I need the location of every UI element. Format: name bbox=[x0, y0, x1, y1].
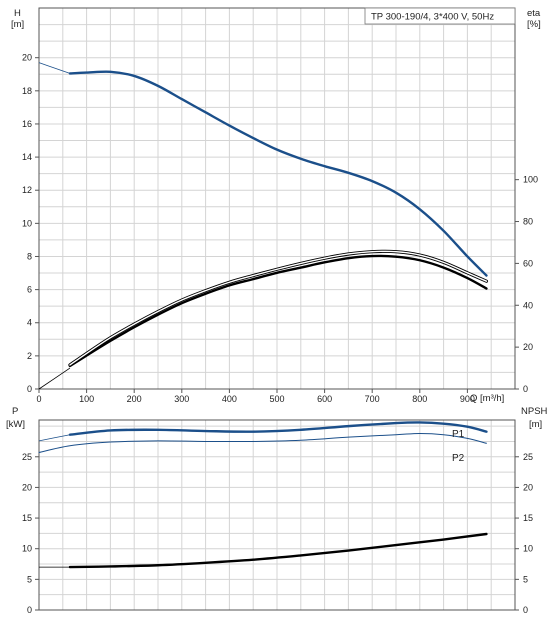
bottom-right-axis-label-1: NPSH bbox=[521, 406, 548, 417]
y-tick-label-left: 12 bbox=[22, 185, 32, 195]
y-tick-label-right: 0 bbox=[523, 605, 528, 615]
y-tick-label-right: 20 bbox=[523, 482, 533, 492]
p1-extension bbox=[38, 434, 71, 442]
x-tick-label: 800 bbox=[412, 394, 427, 404]
y-tick-label-left: 20 bbox=[22, 482, 32, 492]
bottom-left-axis-label-1: P bbox=[12, 406, 18, 417]
head-efficiency-panel: 0 100 200 300 400 500 600 700 800 900 02468101214… bbox=[11, 7, 541, 404]
bottom-right-axis-label-2: [m] bbox=[529, 419, 542, 430]
bottom-y-ticks-right: 0 5 10 15 20 25 bbox=[515, 452, 533, 615]
bottom-grid bbox=[39, 420, 515, 610]
y-tick-label-right: 60 bbox=[523, 258, 533, 268]
y-tick-label-left: 8 bbox=[27, 251, 32, 261]
y-tick-label-left: 10 bbox=[22, 544, 32, 554]
top-series-2-curve bbox=[69, 250, 488, 366]
top-left-axis-label-2: [m] bbox=[11, 19, 24, 30]
bottom-series-2-curve bbox=[68, 532, 488, 569]
x-tick-label: 900 bbox=[460, 394, 475, 404]
y-tick-label-left: 2 bbox=[27, 351, 32, 361]
y-tick-label-left: 0 bbox=[27, 605, 32, 615]
x-tick-label: 500 bbox=[269, 394, 284, 404]
top-series-0-curve bbox=[68, 70, 488, 277]
y-tick-label-left: 0 bbox=[27, 384, 32, 394]
y-tick-label-right: 0 bbox=[523, 384, 528, 394]
top-series-1-curve bbox=[68, 254, 488, 368]
chart-title-box bbox=[364, 7, 516, 25]
y-tick-label-left: 14 bbox=[22, 152, 32, 162]
top-series-1-extension bbox=[38, 367, 71, 390]
y-tick-label-right: 100 bbox=[523, 175, 538, 185]
top-right-axis-label-1: eta bbox=[527, 8, 541, 19]
p1-curve bbox=[68, 421, 488, 436]
y-tick-label-right: 5 bbox=[523, 574, 528, 584]
chart-title: TP 300-190/4, 3*400 V, 50Hz bbox=[371, 12, 494, 23]
top-y-ticks-right: 0 20 40 60 80 100 bbox=[515, 175, 538, 394]
y-tick-label-left: 20 bbox=[22, 53, 32, 63]
x-axis-label: Q [m³/h] bbox=[470, 393, 504, 404]
top-x-ticks: 0 100 200 300 400 500 600 700 800 900 bbox=[36, 389, 475, 404]
top-curves bbox=[38, 62, 489, 390]
y-tick-label-right: 25 bbox=[523, 452, 533, 462]
bottom-y-ticks-left: 0 5 10 15 20 25 bbox=[22, 452, 39, 615]
y-tick-label-left: 4 bbox=[27, 318, 32, 328]
top-left-axis-label-1: H bbox=[14, 8, 21, 19]
y-tick-label-left: 18 bbox=[22, 86, 32, 96]
top-right-axis-label-2: [%] bbox=[527, 19, 541, 30]
y-tick-label-right: 15 bbox=[523, 513, 533, 523]
legend-p2: P2 bbox=[452, 453, 465, 464]
y-tick-label-right: 80 bbox=[523, 217, 533, 227]
x-tick-label: 400 bbox=[222, 394, 237, 404]
bottom-plot-frame bbox=[38, 419, 516, 611]
y-tick-label-left: 25 bbox=[22, 452, 32, 462]
legend-p1: P1 bbox=[452, 429, 465, 440]
x-tick-label: 600 bbox=[317, 394, 332, 404]
x-tick-label: 100 bbox=[79, 394, 94, 404]
y-tick-label-left: 6 bbox=[27, 285, 32, 295]
top-grid bbox=[39, 8, 515, 389]
y-tick-label-left: 5 bbox=[27, 574, 32, 584]
bottom-left-axis-label-2: [kW] bbox=[6, 419, 25, 430]
power-npsh-panel: 0 5 10 15 20 25 0 5 10 15 20 25 P [kW] NPSH [m] P1… bbox=[6, 406, 548, 615]
y-tick-label-right: 20 bbox=[523, 342, 533, 352]
y-tick-label-left: 10 bbox=[22, 218, 32, 228]
x-tick-label: 0 bbox=[36, 394, 41, 404]
y-tick-label-right: 40 bbox=[523, 300, 533, 310]
x-tick-label: 200 bbox=[127, 394, 142, 404]
y-tick-label-left: 16 bbox=[22, 119, 32, 129]
top-y-ticks-left: 0 2 4 6 8 10 12 14 16 18 20 bbox=[22, 53, 39, 394]
x-tick-label: 300 bbox=[174, 394, 189, 404]
x-tick-label: 700 bbox=[365, 394, 380, 404]
p2-curve bbox=[38, 432, 487, 453]
bottom-curves bbox=[38, 421, 488, 569]
top-series-0-extension bbox=[38, 62, 71, 74]
y-tick-label-left: 15 bbox=[22, 513, 32, 523]
y-tick-label-right: 10 bbox=[523, 544, 533, 554]
